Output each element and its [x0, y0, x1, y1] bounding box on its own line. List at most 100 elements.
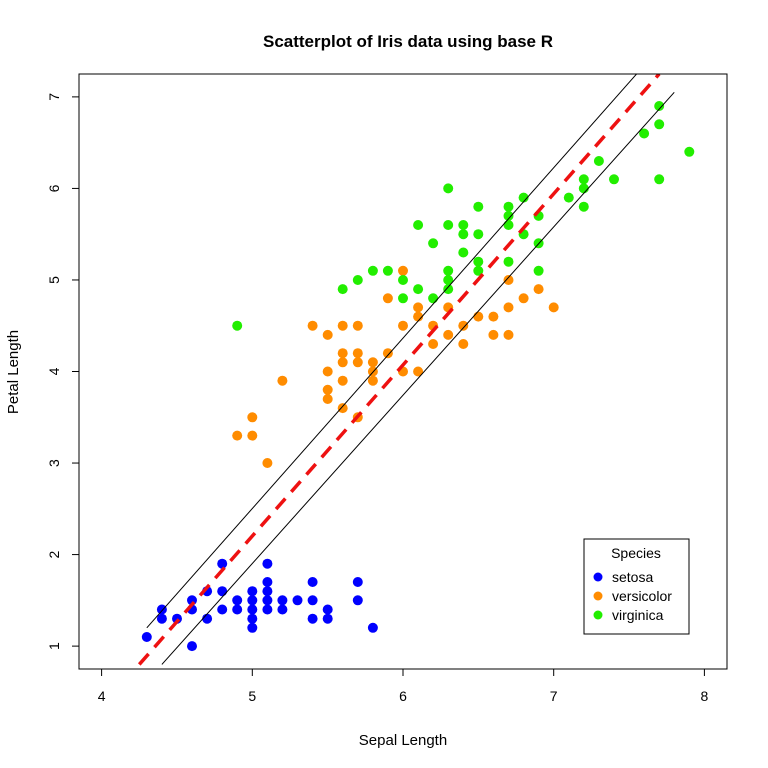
point-versicolor-9: [322, 329, 333, 340]
point-versicolor-3: [262, 458, 273, 468]
legend-box: [583, 538, 690, 635]
point-versicolor-7: [322, 384, 333, 395]
point-setosa-34: [367, 622, 378, 633]
point-virginica-11: [443, 284, 454, 295]
point-virginica-29: [533, 265, 544, 276]
legend-marker-versicolor: [593, 591, 603, 601]
point-versicolor-18: [352, 320, 363, 331]
point-virginica-9: [428, 293, 439, 304]
legend-label-setosa: setosa: [612, 569, 653, 585]
x-tick-label-5: 5: [248, 688, 256, 704]
x-axis: 4 5 6 7 8: [98, 669, 708, 704]
point-setosa-10: [217, 586, 228, 597]
point-versicolor-4: [277, 375, 288, 386]
point-virginica-23: [503, 256, 514, 267]
point-virginica-4: [382, 265, 393, 276]
point-virginica-17: [458, 229, 469, 240]
fit-lines: [137, 74, 675, 666]
y-tick-label-7: 7: [46, 93, 62, 101]
point-virginica-7: [413, 284, 424, 295]
x-tick-label-7: 7: [550, 688, 558, 704]
point-virginica-39: [654, 174, 665, 185]
legend: Species setosa versicolor virginica: [583, 538, 690, 635]
point-setosa-17: [247, 595, 258, 606]
point-setosa-1: [156, 613, 167, 624]
y-tick-label-5: 5: [46, 276, 62, 284]
point-virginica-0: [232, 320, 243, 331]
point-virginica-40: [654, 119, 665, 130]
point-setosa-25: [277, 595, 288, 606]
point-setosa-16: [247, 604, 258, 615]
point-virginica-12: [443, 275, 454, 285]
point-versicolor-41: [503, 275, 514, 285]
point-virginica-6: [398, 275, 408, 285]
legend-title: Species: [611, 545, 661, 561]
y-tick-label-2: 2: [46, 550, 62, 558]
point-virginica-36: [593, 156, 604, 166]
point-virginica-24: [503, 220, 514, 230]
point-versicolor-30: [428, 339, 439, 349]
regression-line: [137, 74, 661, 666]
y-tick-label-6: 6: [46, 184, 62, 192]
point-setosa-29: [307, 577, 318, 587]
point-setosa-24: [277, 604, 288, 615]
point-virginica-8: [413, 220, 424, 230]
point-setosa-22: [262, 558, 273, 569]
point-setosa-31: [322, 604, 333, 615]
legend-marker-setosa: [593, 572, 603, 582]
point-versicolor-19: [367, 375, 378, 386]
point-virginica-15: [443, 183, 454, 194]
point-versicolor-32: [443, 329, 454, 340]
point-versicolor-29: [413, 302, 424, 313]
point-virginica-5: [398, 293, 408, 304]
y-tick-label-4: 4: [46, 367, 62, 375]
point-versicolor-0: [232, 430, 243, 441]
point-virginica-21: [473, 229, 484, 240]
point-setosa-4: [187, 641, 197, 652]
point-virginica-3: [367, 265, 378, 276]
point-virginica-19: [473, 265, 484, 276]
point-setosa-26: [292, 595, 303, 606]
series-virginica: [232, 101, 695, 331]
point-virginica-1: [337, 284, 348, 295]
point-virginica-32: [563, 192, 574, 203]
point-versicolor-38: [488, 311, 499, 322]
point-setosa-27: [307, 613, 318, 624]
point-setosa-15: [247, 613, 258, 624]
point-versicolor-17: [352, 348, 363, 359]
point-versicolor-1: [247, 430, 258, 441]
point-versicolor-8: [322, 366, 333, 377]
point-versicolor-10: [337, 403, 348, 414]
point-versicolor-22: [382, 348, 393, 359]
legend-label-virginica: virginica: [612, 607, 664, 623]
point-setosa-21: [262, 577, 273, 587]
point-versicolor-28: [413, 311, 424, 322]
point-setosa-0: [141, 632, 152, 642]
series-versicolor: [232, 265, 559, 468]
point-virginica-25: [503, 210, 514, 221]
point-setosa-20: [262, 595, 273, 606]
point-versicolor-21: [367, 357, 378, 368]
point-versicolor-26: [398, 265, 408, 276]
point-versicolor-27: [413, 366, 424, 377]
plot-area: [137, 74, 695, 666]
x-tick-label-6: 6: [399, 688, 407, 704]
chart-title: Scatterplot of Iris data using base R: [263, 32, 553, 51]
point-virginica-28: [518, 192, 529, 203]
point-setosa-23: [262, 586, 273, 597]
y-axis: 1 2 3 4 5 6 7: [46, 93, 79, 650]
x-tick-label-4: 4: [98, 688, 106, 704]
point-versicolor-2: [247, 412, 258, 423]
point-setosa-30: [322, 613, 333, 624]
x-axis-label: Sepal Length: [359, 732, 447, 749]
point-setosa-12: [232, 604, 243, 615]
point-virginica-34: [578, 183, 589, 194]
band-line-1: [146, 74, 637, 629]
point-virginica-41: [654, 101, 665, 111]
point-versicolor-35: [458, 320, 469, 331]
legend-marker-virginica: [593, 610, 603, 620]
band-line-2: [161, 91, 675, 665]
point-virginica-42: [684, 146, 695, 157]
point-virginica-22: [473, 201, 484, 212]
point-virginica-37: [609, 174, 619, 185]
